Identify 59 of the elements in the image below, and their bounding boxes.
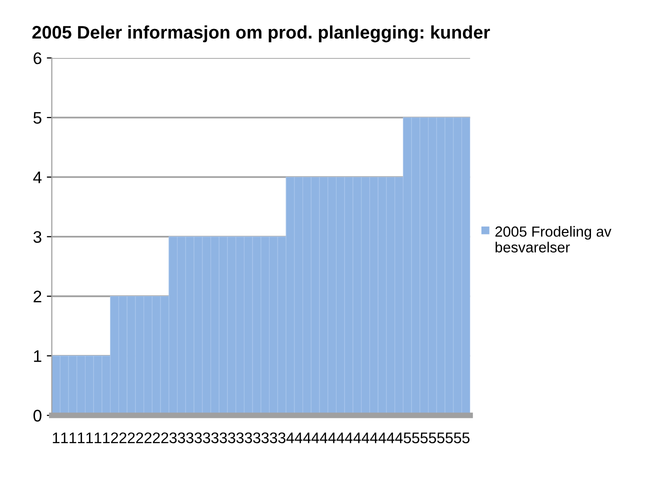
- x-tick-label: 5: [437, 432, 444, 444]
- x-tick-label: 4: [294, 432, 302, 444]
- y-tick-label: 5: [33, 112, 42, 124]
- x-tick-label: 4: [286, 432, 294, 444]
- x-tick-label: 4: [395, 432, 403, 444]
- x-tick-label: 4: [311, 432, 320, 444]
- x-tick-label: 3: [178, 432, 186, 444]
- x-tick-label: 1: [52, 432, 60, 444]
- y-tick-label: 4: [33, 172, 42, 184]
- x-tick-label: 4: [344, 432, 353, 444]
- x-tick-label: 5: [428, 432, 436, 444]
- y-tick-label: 2: [34, 290, 42, 302]
- x-tick-label: 5: [404, 432, 411, 444]
- x-tick-label: 3: [244, 432, 252, 444]
- x-tick-label: 4: [303, 432, 311, 444]
- y-tick-label: 6: [34, 52, 42, 64]
- x-tick-label: 1: [61, 432, 68, 444]
- x-tick-label: 3: [270, 432, 278, 444]
- x-tick-label: 3: [261, 432, 269, 444]
- x-tick-label: 3: [186, 432, 194, 444]
- x-tick-label: 3: [236, 432, 244, 444]
- y-tick-label: 0: [33, 410, 42, 422]
- x-tick-label: 2: [128, 432, 135, 444]
- x-tick-label: 4: [370, 432, 378, 444]
- x-tick-label: 4: [386, 432, 394, 444]
- y-tick-label: 1: [34, 350, 42, 362]
- x-tick-label: 2: [161, 432, 168, 444]
- x-tick-label: 5: [420, 432, 428, 444]
- legend-label: 2005 Frodeling av besvarelser: [495, 226, 612, 252]
- x-tick-label: 4: [336, 432, 344, 444]
- x-tick-label: 3: [202, 432, 210, 444]
- x-tick-label: 3: [220, 432, 227, 444]
- x-tick-label: 2: [111, 432, 118, 444]
- x-tick-label: 2: [136, 432, 144, 444]
- x-tick-label: 2: [144, 432, 152, 444]
- x-tick-label: 2: [119, 432, 126, 444]
- x-tick-label: 3: [211, 432, 219, 444]
- chart-title: 2005 Deler informasjon om prod. planlegging: kunder: [32, 25, 490, 42]
- x-tick-label: 5: [462, 432, 470, 444]
- x-tick-label: 3: [194, 432, 202, 444]
- x-tick-label: 5: [454, 432, 462, 444]
- x-tick-label: 3: [228, 432, 236, 444]
- x-tick-label: 3: [169, 432, 177, 444]
- x-tick-label: 4: [320, 432, 328, 444]
- x-tick-label: 4: [353, 432, 361, 444]
- x-tick-label: 3: [253, 432, 260, 444]
- x-tick-label: 2: [152, 432, 160, 444]
- x-tick-label: 1: [78, 432, 85, 444]
- x-tick-label: 3: [278, 432, 286, 444]
- y-tick-label: 3: [33, 231, 42, 243]
- x-tick-label: 5: [412, 432, 420, 444]
- x-tick-label: 4: [362, 432, 370, 444]
- x-tick-label: 5: [446, 432, 453, 444]
- x-tick-label: 1: [94, 432, 102, 444]
- x-tick-label: 1: [70, 432, 76, 444]
- x-tick-label: 4: [378, 432, 386, 444]
- x-tick-label: 4: [328, 432, 336, 444]
- x-tick-label: 1: [103, 432, 110, 444]
- x-tick-label: 1: [86, 432, 93, 444]
